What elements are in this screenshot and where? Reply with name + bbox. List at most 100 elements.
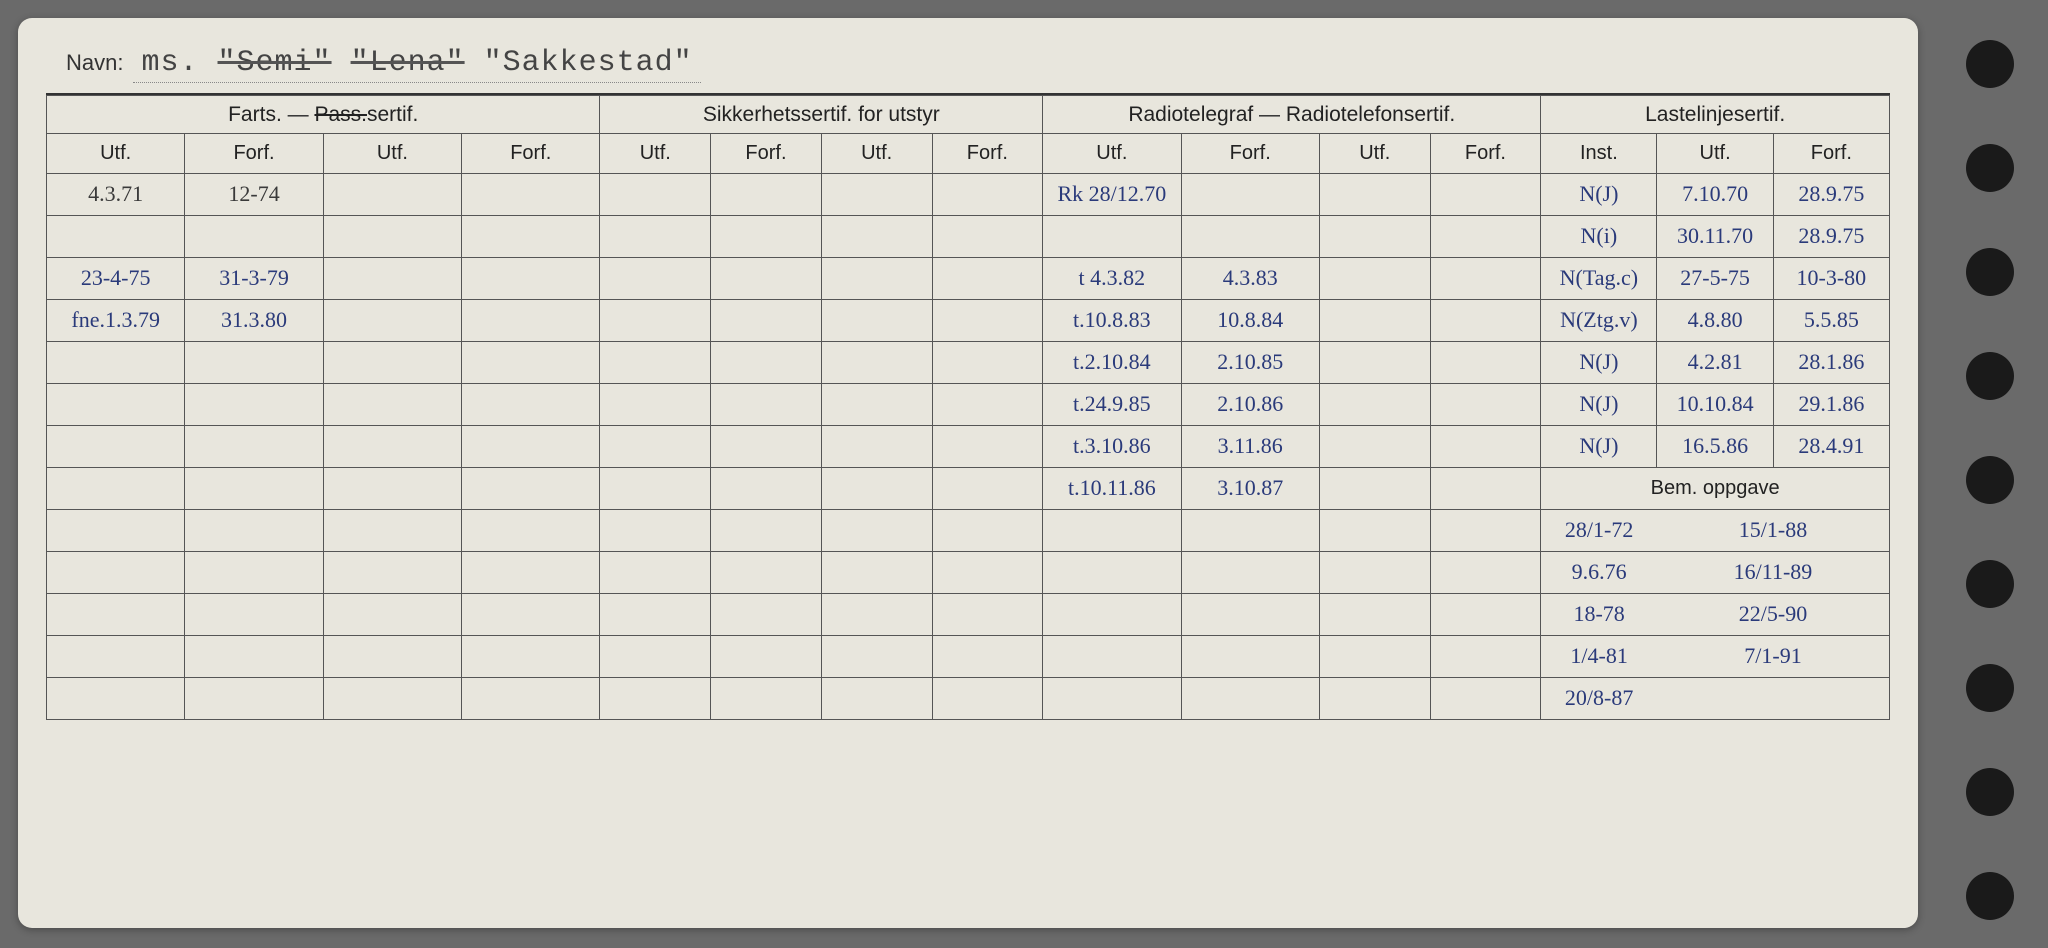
col-utf: Utf. [323, 134, 461, 174]
cell [1319, 300, 1430, 342]
cell [932, 426, 1043, 468]
cell: N(J) [1541, 384, 1657, 426]
cell [600, 342, 711, 384]
cell: N(J) [1541, 426, 1657, 468]
cell [711, 678, 822, 720]
cell [1430, 678, 1541, 720]
cell: 3.10.87 [1181, 468, 1319, 510]
cell [600, 300, 711, 342]
cell [1043, 636, 1181, 678]
hole-icon [1966, 40, 2014, 88]
cell [185, 468, 323, 510]
cell [323, 552, 461, 594]
cell: t.2.10.84 [1043, 342, 1181, 384]
cell [821, 342, 932, 384]
navn-value: ms. "Semi" "Lena" "Sakkestad" [133, 46, 700, 83]
cell [462, 300, 600, 342]
cell [1319, 636, 1430, 678]
cell [462, 174, 600, 216]
cell [47, 468, 185, 510]
cell [462, 510, 600, 552]
cell: 4.8.80 [1657, 300, 1773, 342]
name-row: Navn: ms. "Semi" "Lena" "Sakkestad" [46, 46, 1890, 83]
cell [47, 342, 185, 384]
cell [323, 384, 461, 426]
bem-header: Bem. oppgave [1541, 468, 1890, 510]
col-utf: Utf. [1319, 134, 1430, 174]
cell [185, 216, 323, 258]
cell [185, 552, 323, 594]
cell [47, 384, 185, 426]
cell [1043, 678, 1181, 720]
cell [323, 594, 461, 636]
cell [323, 678, 461, 720]
cell: 31.3.80 [185, 300, 323, 342]
cell [1430, 174, 1541, 216]
cell [711, 468, 822, 510]
cell [932, 468, 1043, 510]
cell [1430, 594, 1541, 636]
table-row: fne.1.3.7931.3.80t.10.8.8310.8.84N(Ztg.v… [47, 300, 1890, 342]
cell [1319, 258, 1430, 300]
cell: 5.5.85 [1773, 300, 1889, 342]
cell [323, 636, 461, 678]
cell: N(i) [1541, 216, 1657, 258]
cell [821, 636, 932, 678]
cell [932, 174, 1043, 216]
cell [821, 216, 932, 258]
cell: 31-3-79 [185, 258, 323, 300]
cell [932, 384, 1043, 426]
cell: N(Ztg.v) [1541, 300, 1657, 342]
cell [185, 636, 323, 678]
cell [462, 258, 600, 300]
cell: 4.3.71 [47, 174, 185, 216]
hole-icon [1966, 664, 2014, 712]
cell [1319, 342, 1430, 384]
cell [600, 216, 711, 258]
cell [821, 468, 932, 510]
cell: N(J) [1541, 174, 1657, 216]
cell [185, 342, 323, 384]
cell [1430, 384, 1541, 426]
col-forf: Forf. [711, 134, 822, 174]
cell [462, 468, 600, 510]
cell [821, 300, 932, 342]
cell [1430, 258, 1541, 300]
cell [932, 342, 1043, 384]
cell: 10.8.84 [1181, 300, 1319, 342]
col-utf: Utf. [47, 134, 185, 174]
bem-cell: 22/5-90 [1657, 594, 1890, 636]
table-row: 1/4-817/1-91 [47, 636, 1890, 678]
cell: 16.5.86 [1657, 426, 1773, 468]
cell [1043, 510, 1181, 552]
cell [1043, 552, 1181, 594]
cell [1181, 216, 1319, 258]
cell [462, 426, 600, 468]
group-sikkerhet: Sikkerhetssertif. for utstyr [600, 96, 1043, 134]
cell [323, 468, 461, 510]
hole-icon [1966, 352, 2014, 400]
col-inst: Inst. [1541, 134, 1657, 174]
cell [932, 510, 1043, 552]
cell [600, 174, 711, 216]
group-lastelinje: Lastelinjesertif. [1541, 96, 1890, 134]
bem-cell: 9.6.76 [1541, 552, 1657, 594]
cell [821, 258, 932, 300]
bem-cell: 28/1-72 [1541, 510, 1657, 552]
cell: 30.11.70 [1657, 216, 1773, 258]
cell: 12-74 [185, 174, 323, 216]
cell: 4.3.83 [1181, 258, 1319, 300]
cell [1319, 510, 1430, 552]
table-row: t.24.9.852.10.86N(J)10.10.8429.1.86 [47, 384, 1890, 426]
col-utf: Utf. [1043, 134, 1181, 174]
bem-cell: 15/1-88 [1657, 510, 1890, 552]
cell [462, 636, 600, 678]
cell [1181, 594, 1319, 636]
bem-cell: 7/1-91 [1657, 636, 1890, 678]
col-utf: Utf. [821, 134, 932, 174]
certificate-table: Farts. — Pass.sertif. Sikkerhetssertif. … [46, 95, 1890, 720]
cell [185, 594, 323, 636]
cell [600, 258, 711, 300]
cell: t.24.9.85 [1043, 384, 1181, 426]
cell [1181, 174, 1319, 216]
